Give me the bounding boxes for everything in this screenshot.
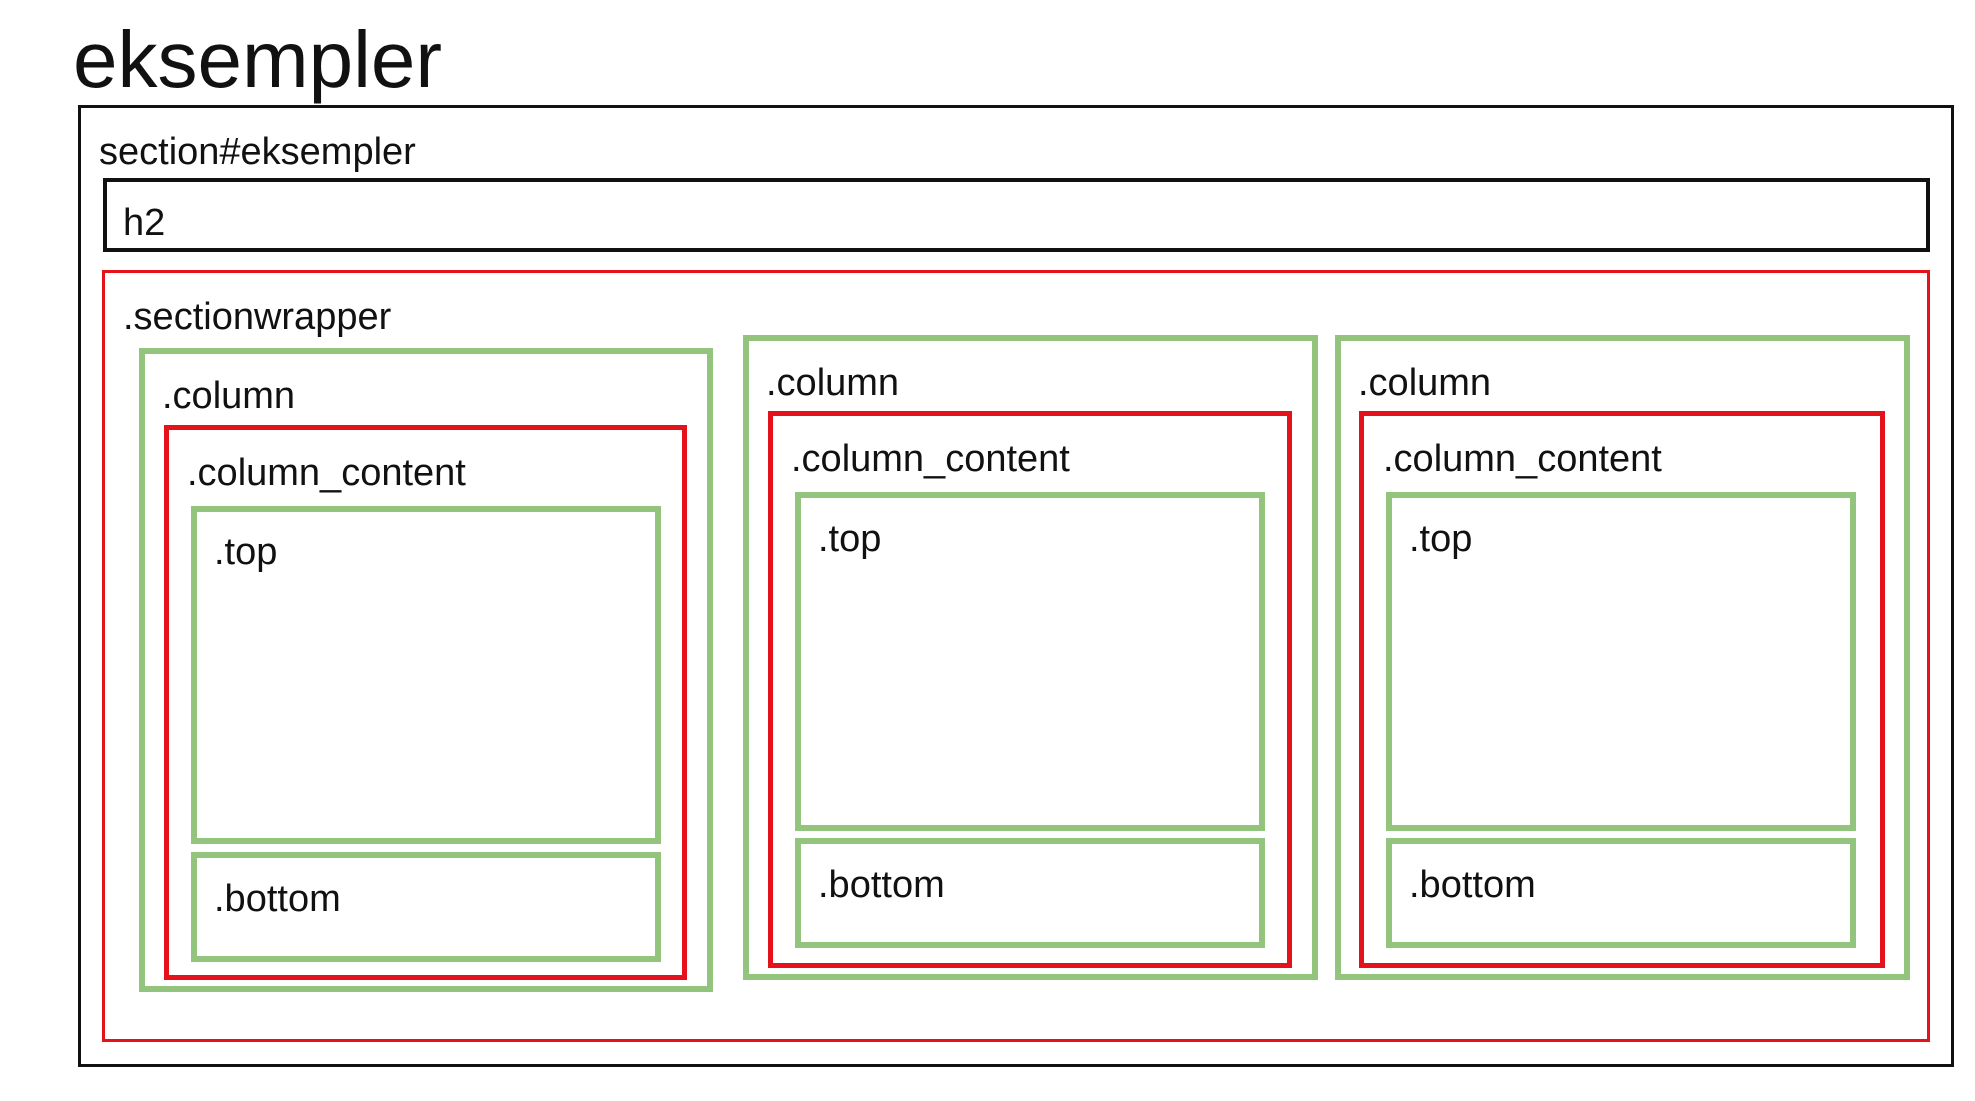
top-label-3: .top <box>1409 518 1473 560</box>
h2-box <box>103 178 1930 252</box>
top-box-3 <box>1386 492 1856 831</box>
diagram-title: eksempler <box>73 15 443 104</box>
top-box-1 <box>191 506 661 844</box>
column-content-box-3 <box>1359 411 1885 968</box>
column-box-3 <box>1335 335 1910 980</box>
bottom-label-1: .bottom <box>214 878 341 920</box>
section-label: section#eksempler <box>99 131 416 173</box>
column-content-label-2: .column_content <box>791 438 1070 480</box>
h2-label: h2 <box>123 202 166 244</box>
column-label-3: .column <box>1358 362 1492 404</box>
bottom-box-3 <box>1386 838 1856 948</box>
top-label-1: .top <box>214 531 278 573</box>
column-content-box-1 <box>164 425 687 980</box>
sectionwrapper-label: .sectionwrapper <box>123 296 392 338</box>
column-content-label-3: .column_content <box>1383 438 1662 480</box>
column-content-box-2 <box>768 411 1292 968</box>
column-box-1 <box>139 348 713 992</box>
column-label-2: .column <box>766 362 900 404</box>
column-label-1: .column <box>162 375 296 417</box>
section-box <box>78 105 1954 1067</box>
sectionwrapper-box <box>102 270 1930 1042</box>
top-box-2 <box>795 492 1265 831</box>
bottom-label-2: .bottom <box>818 864 945 906</box>
top-label-2: .top <box>818 518 882 560</box>
bottom-label-3: .bottom <box>1409 864 1536 906</box>
bottom-box-2 <box>795 838 1265 948</box>
column-content-label-1: .column_content <box>187 452 466 494</box>
bottom-box-1 <box>191 852 661 962</box>
column-box-2 <box>743 335 1318 980</box>
